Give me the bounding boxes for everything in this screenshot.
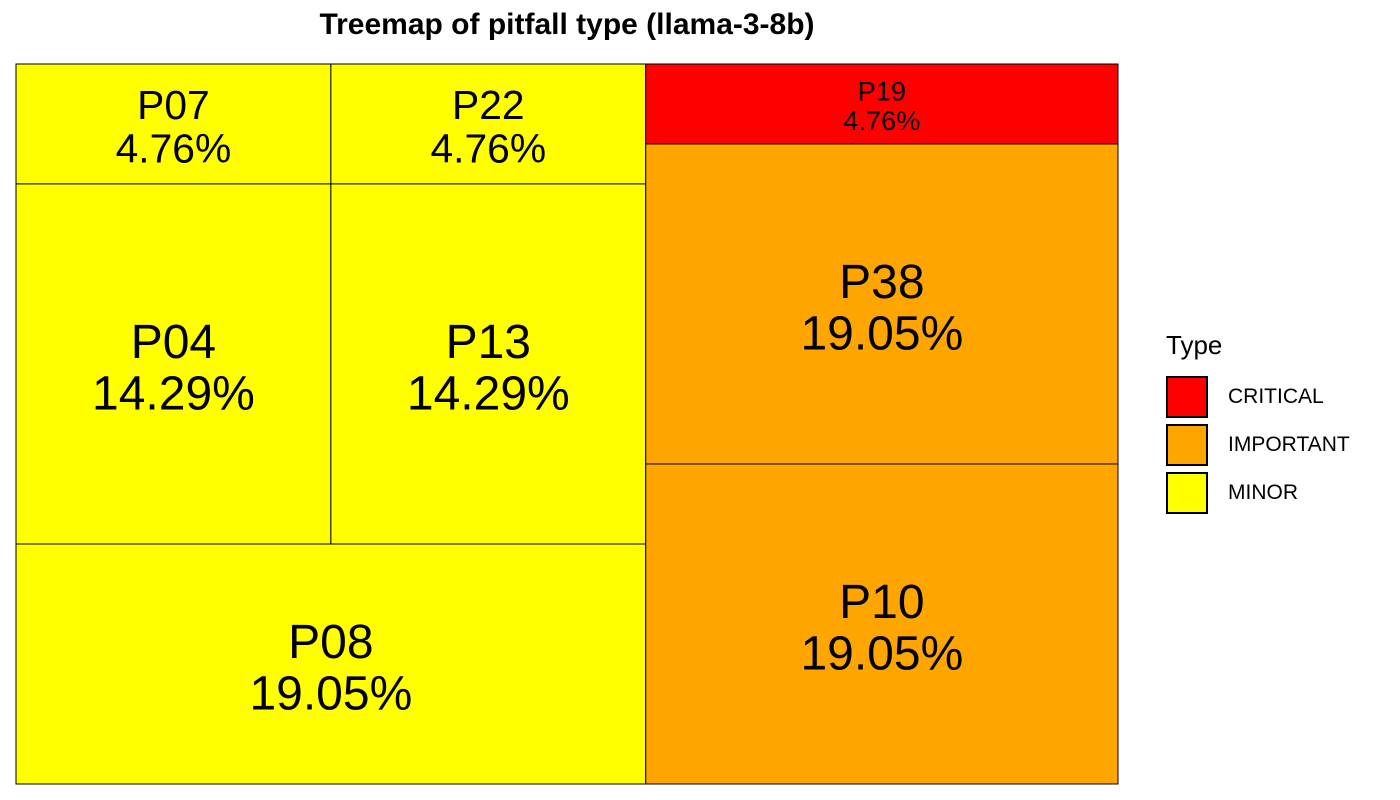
tile-p13 [330,183,647,545]
legend-item-critical: CRITICAL [1166,373,1386,421]
tile-value-p10: 19.05% [800,628,963,681]
legend-title: Type [1166,330,1223,360]
legend-item-important: IMPORTANT [1166,421,1386,469]
tile-p10 [645,463,1119,785]
tile-label-p07: P07 [137,82,210,128]
tile-value-p22: 4.76% [431,126,547,172]
tile-p38 [645,143,1119,465]
tile-label-p38: P38 [839,256,924,309]
tile-label-p08: P08 [288,616,373,669]
tile-p04 [15,183,332,545]
tile-p08 [15,543,647,785]
legend-label-important: IMPORTANT [1228,433,1350,456]
legend: Type CRITICAL IMPORTANT MINOR [1166,330,1386,517]
tile-label-p10: P10 [839,576,924,629]
tile-value-p08: 19.05% [249,668,412,721]
tile-p22 [330,63,647,185]
tile-label-p04: P04 [131,316,216,369]
tile-label-p19: P19 [858,76,906,107]
tile-label-p13: P13 [446,316,531,369]
tile-value-p13: 14.29% [407,368,570,421]
legend-item-minor: MINOR [1166,469,1386,517]
legend-swatch-minor [1166,472,1208,514]
legend-label-minor: MINOR [1228,481,1298,504]
chart-title: Treemap of pitfall type (llama-3-8b) [319,8,815,41]
tile-value-p19: 4.76% [843,105,920,136]
legend-label-critical: CRITICAL [1228,385,1324,408]
tile-value-p07: 4.76% [116,126,232,172]
tile-p07 [15,63,332,185]
treemap-plot: P074.76%P224.76%P0414.29%P1314.29%P0819.… [15,63,1119,785]
tile-label-p22: P22 [452,82,525,128]
legend-swatch-critical [1166,376,1208,418]
tile-value-p38: 19.05% [800,308,963,361]
tile-value-p04: 14.29% [92,368,255,421]
legend-swatch-important [1166,424,1208,466]
